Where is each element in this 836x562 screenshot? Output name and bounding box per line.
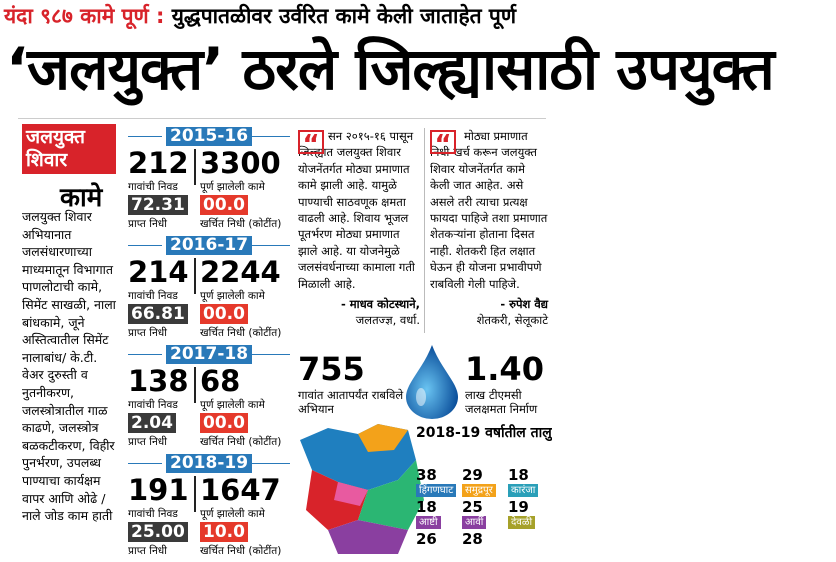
kicker-text: युद्धपातळीवर उर्वरित कामे केली जाताहेत प… [171, 4, 517, 28]
headline: ‘जलयुक्त’ ठरले जिल्ह्यासाठी उपयुक्त [6, 35, 775, 103]
spent: 10.0 [200, 522, 248, 542]
year-block: 2018-19 191 1647 गावांची निवड पूर्ण झालेली क… [128, 454, 296, 562]
spent-label: खर्चित निधी (कोटींत) [200, 218, 282, 230]
year-tag: 2018-19 [166, 454, 253, 473]
year-block: 2017-18 138 68 गावांची निवड पूर्ण झालेली काम… [128, 345, 296, 453]
separator [194, 258, 196, 294]
works: 1647 [200, 473, 281, 507]
taluka-count: 18 [416, 498, 437, 516]
district-map [300, 424, 424, 554]
spent: 00.0 [200, 195, 248, 215]
spent: 00.0 [200, 413, 248, 433]
separator [194, 149, 196, 185]
taluka-name: देवळी [508, 516, 536, 529]
divider [424, 128, 425, 333]
taluka-count: 19 [508, 498, 529, 516]
received: 66.81 [128, 304, 188, 324]
rule [128, 354, 162, 355]
rule [248, 354, 290, 355]
stat-value: 1.40 [465, 350, 544, 388]
works-label: पूर्ण झालेली कामे [200, 508, 265, 520]
received: 25.00 [128, 522, 188, 542]
quote-role: शेतकरी, सेलूकाटे [476, 313, 548, 328]
quote-text: मोठ्या प्रमाणात निधी खर्च करून जलयुक्त श… [430, 129, 548, 291]
taluka-count: 38 [416, 466, 437, 484]
map-title: 2018-19 वर्षातील तालुकानिहाय गावे [416, 425, 552, 441]
villages: 214 [128, 255, 189, 289]
stat-value: 755 [298, 350, 365, 388]
spent-label: खर्चित निधी (कोटींत) [200, 327, 282, 339]
kicker-highlight: यंदा ९८७ कामे पूर्ण : [4, 4, 165, 28]
rule [128, 136, 162, 137]
water-drop [406, 345, 458, 419]
rule [248, 245, 290, 246]
separator [194, 367, 196, 403]
year-tag: 2015-16 [166, 127, 253, 146]
quote-role: जलतज्ज्ञ, वर्धा. [355, 313, 420, 328]
sidebar-heading: कामे [60, 183, 103, 213]
villages-label: गावांची निवड [128, 399, 178, 411]
works-label: पूर्ण झालेली कामे [200, 181, 265, 193]
villages: 138 [128, 364, 189, 398]
stat-label: गावांत आतापर्यंत राबविले अभियान [298, 388, 404, 416]
received: 2.04 [128, 413, 176, 433]
taluka-name: आष्टी [416, 516, 441, 529]
spent-label: खर्चित निधी (कोटींत) [200, 436, 282, 448]
rule [248, 463, 290, 464]
villages: 191 [128, 473, 189, 507]
villages: 212 [128, 146, 189, 180]
works-label: पूर्ण झालेली कामे [200, 290, 265, 302]
villages-label: गावांची निवड [128, 181, 178, 193]
taluka-count: 18 [508, 466, 529, 484]
quote-text: सन २०१५-१६ पासून जिल्ह्यात जलयुक्त शिवार… [298, 129, 415, 291]
quote-mark: “ [430, 130, 456, 158]
year-tag: 2017-18 [166, 345, 253, 364]
received: 72.31 [128, 195, 188, 215]
quote: “ मोठ्या प्रमाणात निधी खर्च करून जलयुक्त… [430, 128, 548, 329]
sidebar-body: जलयुक्त शिवार अभियानात जलसंधारणाच्या माध… [22, 209, 116, 524]
spent: 00.0 [200, 304, 248, 324]
quote-mark: “ [298, 130, 324, 158]
works: 2244 [200, 255, 281, 289]
rule [128, 245, 162, 246]
year-block: 2016-17 214 2244 गावांची निवड पूर्ण झालेली क… [128, 236, 296, 344]
quote-author: - रुपेश वैद्य [500, 297, 548, 312]
received-label: प्राप्त निधी [128, 218, 167, 230]
separator [194, 476, 196, 512]
rule [18, 118, 546, 119]
taluka-count: 29 [462, 466, 483, 484]
year-tag: 2016-17 [166, 236, 253, 255]
villages-label: गावांची निवड [128, 508, 178, 520]
kicker: यंदा ९८७ कामे पूर्ण : युद्धपातळीवर उर्वर… [4, 2, 516, 30]
quote-author: - माधव कोटस्थाने, [340, 297, 420, 312]
received-label: प्राप्त निधी [128, 545, 167, 557]
taluka-name: हिंगणघाट [416, 484, 457, 497]
year-block: 2015-16 212 3300 गावांची निवड पूर्ण झालेली क… [128, 127, 296, 235]
spent-label: खर्चित निधी (कोटींत) [200, 545, 282, 557]
taluka-name: कारंजा [508, 484, 539, 497]
works-label: पूर्ण झालेली कामे [200, 399, 265, 411]
sidebar-tag: जलयुक्त शिवार [22, 124, 116, 174]
rule [128, 463, 162, 464]
taluka-count: 25 [462, 498, 483, 516]
taluka-count: 28 [462, 530, 483, 548]
rule [248, 136, 290, 137]
works: 68 [200, 364, 241, 398]
received-label: प्राप्त निधी [128, 327, 167, 339]
taluka-count: 26 [416, 530, 437, 548]
taluka-name: समुद्रपूर [462, 484, 496, 497]
stat-label: लाख टीएमसी जलक्षमता निर्माण [465, 388, 538, 416]
received-label: प्राप्त निधी [128, 436, 167, 448]
villages-label: गावांची निवड [128, 290, 178, 302]
taluka-name: आर्वी [462, 516, 487, 529]
works: 3300 [200, 146, 281, 180]
quote: “ सन २०१५-१६ पासून जिल्ह्यात जलयुक्त शिव… [298, 128, 420, 329]
